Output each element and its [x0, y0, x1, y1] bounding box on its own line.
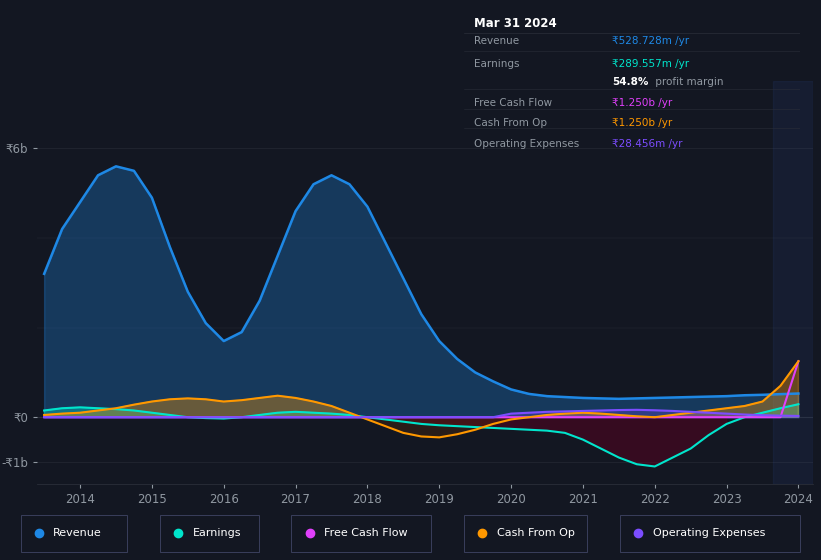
Text: Cash From Op: Cash From Op [497, 529, 575, 538]
Text: Revenue: Revenue [474, 36, 519, 46]
Text: 54.8%: 54.8% [612, 77, 649, 87]
FancyBboxPatch shape [620, 515, 800, 552]
Text: Operating Expenses: Operating Expenses [653, 529, 765, 538]
Text: Earnings: Earnings [474, 59, 520, 69]
Text: Operating Expenses: Operating Expenses [474, 139, 579, 149]
Text: ₹289.557m /yr: ₹289.557m /yr [612, 59, 689, 69]
Text: Free Cash Flow: Free Cash Flow [474, 97, 552, 108]
FancyBboxPatch shape [291, 515, 431, 552]
Text: ₹1.250b /yr: ₹1.250b /yr [612, 97, 672, 108]
FancyBboxPatch shape [21, 515, 127, 552]
FancyBboxPatch shape [160, 515, 259, 552]
Text: Revenue: Revenue [53, 529, 102, 538]
Text: Cash From Op: Cash From Op [474, 118, 547, 128]
Text: Earnings: Earnings [193, 529, 241, 538]
Bar [773, 81, 813, 484]
Text: profit margin: profit margin [653, 77, 724, 87]
FancyBboxPatch shape [464, 515, 587, 552]
Text: ₹1.250b /yr: ₹1.250b /yr [612, 118, 672, 128]
Text: ₹28.456m /yr: ₹28.456m /yr [612, 139, 682, 149]
Text: ₹528.728m /yr: ₹528.728m /yr [612, 36, 689, 46]
Text: Free Cash Flow: Free Cash Flow [324, 529, 408, 538]
Text: Mar 31 2024: Mar 31 2024 [474, 17, 557, 30]
